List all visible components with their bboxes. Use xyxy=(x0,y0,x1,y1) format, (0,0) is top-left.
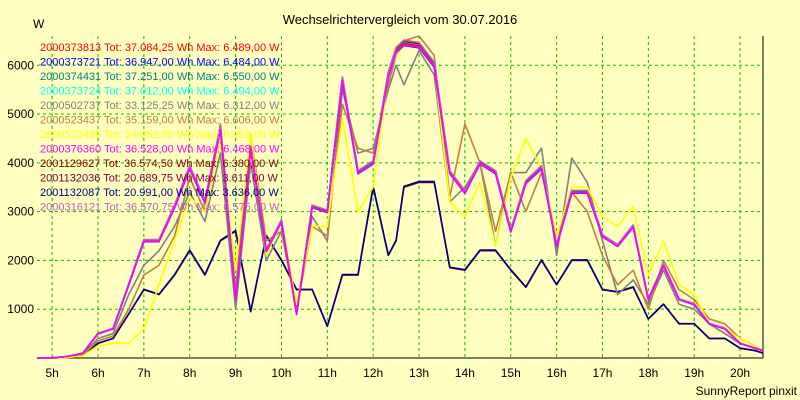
legend-entry: 2001132036 Tot: 20.689,75 Wh Max: 3.611,… xyxy=(40,173,279,185)
x-tick-label: 6h xyxy=(91,366,104,380)
x-tick-label: 7h xyxy=(137,366,150,380)
legend-entry: 2000523435 Tot: 34.852,50 Wh Max: 6.452,… xyxy=(40,129,280,141)
x-tick-label: 11h xyxy=(318,366,337,380)
y-tick-label: 2000 xyxy=(7,253,34,267)
legend-entry: 2001132087 Tot: 20.991,00 Wh Max: 3.636,… xyxy=(40,187,279,199)
legend-entry: 2001129627 Tot: 36.574,50 Wh Max: 6.380,… xyxy=(40,158,279,170)
x-tick-label: 10h xyxy=(271,366,291,380)
legend-entry: 2000374431 Tot: 37.251,00 Wh Max: 6.550,… xyxy=(40,71,280,83)
y-tick-label: 4000 xyxy=(7,156,34,170)
legend-entry: 2000373813 Tot: 37.084,25 Wh Max: 6.489,… xyxy=(40,42,280,54)
x-tick-label: 12h xyxy=(363,366,383,380)
legend-entry: 2000373721 Tot: 36.947,00 Wh Max: 6.484,… xyxy=(40,57,280,69)
x-tick-label: 15h xyxy=(501,366,521,380)
x-tick-label: 13h xyxy=(409,366,429,380)
y-tick-label: 3000 xyxy=(7,205,34,219)
legend-entry: 2000502737 Tot: 33.125,25 Wh Max: 6.312,… xyxy=(40,100,280,112)
series-line xyxy=(36,44,764,359)
x-tick-label: 16h xyxy=(547,366,567,380)
x-tick-label: 9h xyxy=(229,366,242,380)
y-tick-label: 6000 xyxy=(7,58,34,72)
series-line xyxy=(37,42,764,359)
legend-entry: 2000373724 Tot: 37.012,00 Wh Max: 6.494,… xyxy=(40,86,280,98)
x-tick-label: 14h xyxy=(455,366,475,380)
chart-title: Wechselrichtervergleich vom 30.07.2016 xyxy=(283,12,518,27)
y-axis-label: W xyxy=(33,17,45,31)
series-line xyxy=(37,49,764,359)
footer-credit: SunnyReport pinxit xyxy=(696,384,798,398)
y-tick-label: 1000 xyxy=(7,302,34,316)
x-tick-label: 5h xyxy=(45,366,58,380)
x-tick-label: 18h xyxy=(638,366,658,380)
series-line xyxy=(37,180,764,359)
x-tick-label: 19h xyxy=(684,366,704,380)
x-tick-label: 17h xyxy=(592,366,612,380)
x-tick-label: 8h xyxy=(183,366,196,380)
legend-entry: 2000376360 Tot: 36.528,00 Wh Max: 6.468,… xyxy=(40,144,280,156)
legend-entry: 2000316121 Tot: 36.570,75 Wh Max: 6.575,… xyxy=(40,202,280,214)
y-tick-label: 5000 xyxy=(7,107,34,121)
x-tick-label: 20h xyxy=(730,366,750,380)
legend-entry: 2000523437 Tot: 35.159,00 Wh Max: 6.606,… xyxy=(40,115,280,127)
